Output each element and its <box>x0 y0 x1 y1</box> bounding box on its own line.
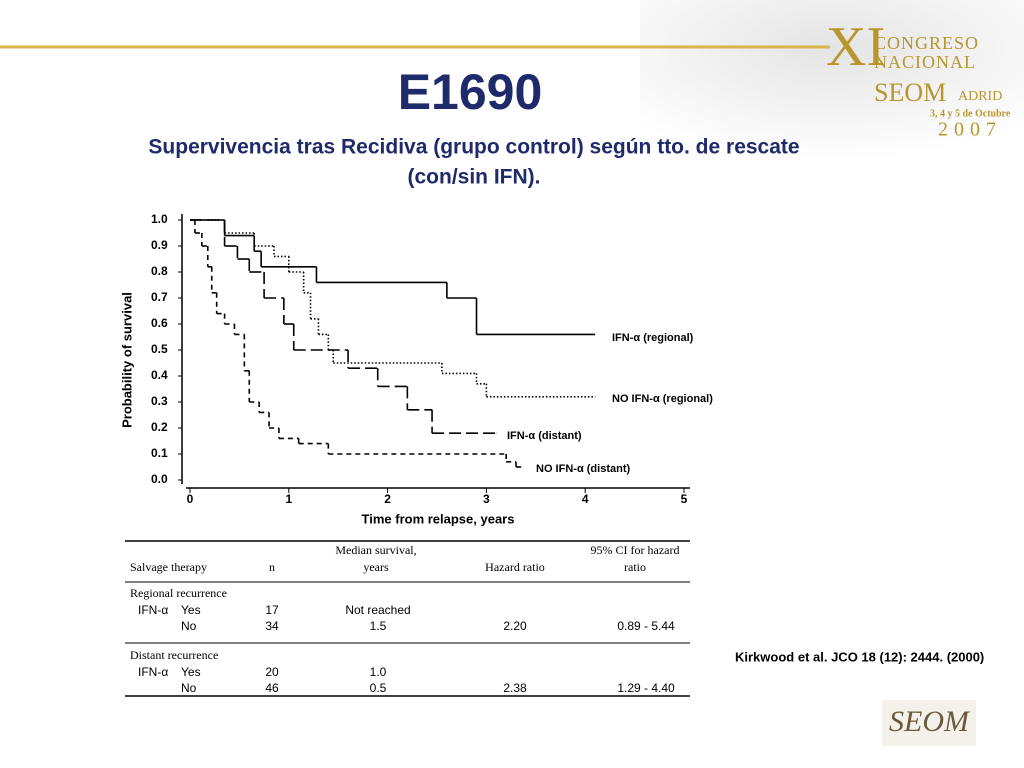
y-tick-label: 0.4 <box>151 368 168 382</box>
table-header: n <box>269 560 275 574</box>
y-tick-label: 0.6 <box>151 316 168 330</box>
table-cell: No <box>181 619 197 633</box>
table-cell: 2.20 <box>503 619 527 633</box>
logo-text: NACIONAL <box>874 52 976 72</box>
series-label: IFN-α (distant) <box>507 430 582 442</box>
table-header: ratio <box>624 560 646 574</box>
logo-text: SEOM <box>874 78 946 107</box>
y-tick-label: 0.2 <box>151 420 168 434</box>
table-cell: 34 <box>265 619 279 633</box>
table-header: Median survival, <box>335 543 416 557</box>
results-table: Salvage therapy n Median survival, years Haz… <box>125 540 690 697</box>
table-cell: 17 <box>265 603 279 617</box>
x-tick-label: 5 <box>681 492 688 506</box>
x-axis-label: Time from relapse, years <box>362 511 515 526</box>
x-tick-label: 2 <box>384 492 391 506</box>
table-cell: Yes <box>181 603 201 617</box>
table-cell: 46 <box>265 681 279 695</box>
citation: Kirkwood et al. JCO 18 (12): 2444. (2000… <box>735 649 984 664</box>
y-tick-label: 0.7 <box>151 290 168 304</box>
x-tick-label: 1 <box>285 492 292 506</box>
y-axis-label: Probability of survival <box>119 292 134 428</box>
title: E1690 <box>398 64 543 120</box>
table-cell: IFN-α <box>138 665 168 679</box>
subtitle: Supervivencia tras Recidiva (grupo contr… <box>148 136 799 159</box>
table-cell: 2.38 <box>503 681 527 695</box>
logo-background <box>640 0 1024 160</box>
congress-logo: XI CONGRESO NACIONAL SEOM ADRID 3, 4 y 5… <box>826 16 1011 141</box>
table-cell: 1.29 - 4.40 <box>617 681 675 695</box>
y-tick-label: 0.9 <box>151 238 168 252</box>
series-label: NO IFN-α (distant) <box>536 463 630 475</box>
table-cell: Yes <box>181 665 201 679</box>
y-tick-label: 0.8 <box>151 264 168 278</box>
table-header: Hazard ratio <box>485 560 545 574</box>
logo-text: CONGRESO <box>874 33 979 53</box>
table-cell: 20 <box>265 665 279 679</box>
series-label: IFN-α (regional) <box>612 332 694 344</box>
km-chart: 0.0 0.1 0.2 0.3 0.4 0.5 0.6 0.7 0.8 0.9 1.0 0 1 2 3 4 5 T… <box>119 212 713 526</box>
series-label: NO IFN-α (regional) <box>612 393 713 405</box>
bottom-logo-box <box>882 700 976 746</box>
section-title: Distant recurrence <box>130 648 218 662</box>
table-cell: 1.5 <box>370 619 387 633</box>
y-tick-label: 0.3 <box>151 394 168 408</box>
bottom-logo: SEOM <box>889 705 971 738</box>
table-cell: No <box>181 681 197 695</box>
logo-text: 3, 4 y 5 de Octubre <box>930 108 1011 119</box>
y-tick-label: 0.1 <box>151 446 168 460</box>
logo-text: ADRID <box>958 89 1002 104</box>
table-header: 95% CI for hazard <box>591 543 680 557</box>
logo-roman: XI <box>826 16 885 78</box>
x-tick-label: 3 <box>483 492 490 506</box>
y-tick-label: 0.0 <box>151 472 168 486</box>
table-cell: 0.5 <box>370 681 387 695</box>
table-cell: Not reached <box>345 603 410 617</box>
x-tick-label: 0 <box>187 492 194 506</box>
table-cell: IFN-α <box>138 603 168 617</box>
y-tick-label: 1.0 <box>151 212 168 226</box>
table-cell: 1.0 <box>370 665 387 679</box>
table-cell: 0.89 - 5.44 <box>617 619 675 633</box>
logo-text: 2007 <box>938 119 1002 141</box>
x-tick-label: 4 <box>582 492 589 506</box>
table-header: years <box>363 560 389 574</box>
table-header: Salvage therapy <box>130 560 207 574</box>
subtitle: (con/sin IFN). <box>408 166 541 189</box>
section-title: Regional recurrence <box>130 586 227 600</box>
y-tick-label: 0.5 <box>151 342 168 356</box>
